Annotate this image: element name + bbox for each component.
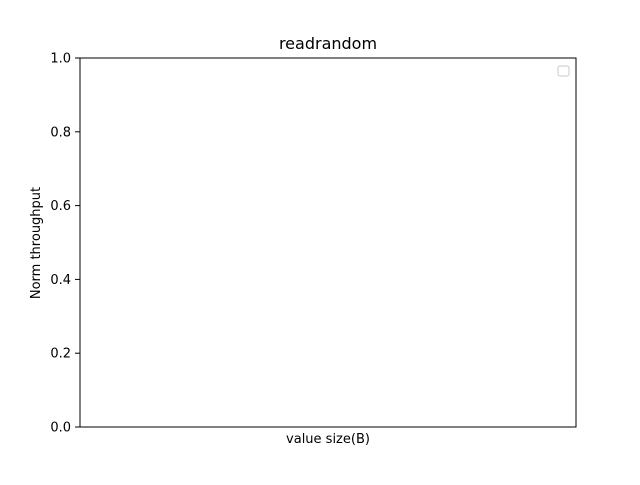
y-tick-label: 1.0 [50,52,71,67]
y-tick-label: 0.4 [50,273,71,288]
y-axis: 0.0 0.2 0.4 0.6 0.8 1.0 [50,52,80,436]
legend [557,65,570,77]
plot-area [79,57,577,428]
x-axis-label: value size(B) [286,432,370,447]
y-axis-label: Norm throughput [29,187,44,299]
y-tick-label: 0.0 [50,421,71,436]
legend-box [557,65,570,77]
y-tick-label: 0.6 [50,199,71,214]
chart-title: readrandom [279,34,377,53]
y-tick-label: 0.2 [50,347,71,362]
y-tick-label: 0.8 [50,125,71,140]
